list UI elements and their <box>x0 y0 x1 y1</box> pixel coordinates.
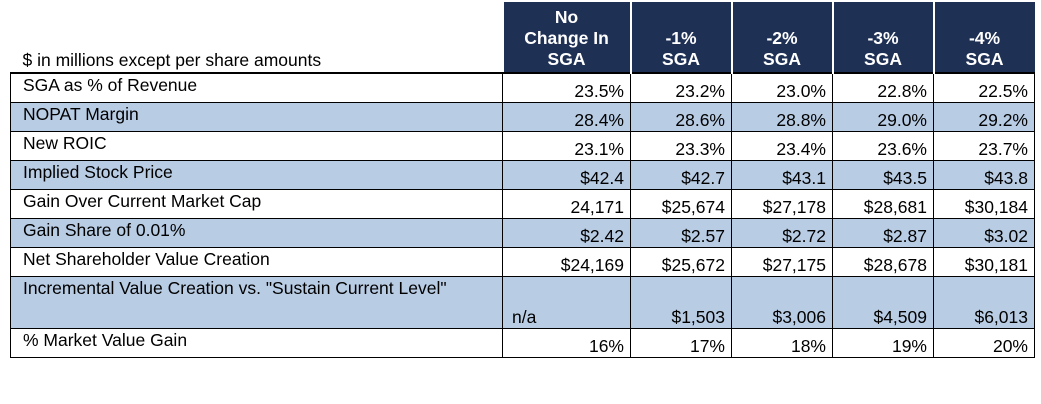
table-cell: $25,672 <box>630 246 732 277</box>
column-header-line: -4% <box>968 28 1001 48</box>
table-cell: $2.57 <box>630 217 732 248</box>
table-cell: $27,178 <box>731 188 833 219</box>
table-cell: $3,006 <box>731 275 833 329</box>
row-label: % Market Value Gain <box>10 327 503 358</box>
row-label: Gain Share of 0.01% <box>10 217 503 248</box>
table-row: Net Shareholder Value Creation $24,169 $… <box>10 246 1035 277</box>
table-row: Implied Stock Price $42.4 $42.7 $43.1 $4… <box>10 159 1035 190</box>
table-row: Gain Share of 0.01% $2.42 $2.57 $2.72 $2… <box>10 217 1035 248</box>
table-cell: $30,184 <box>933 188 1035 219</box>
table-caption: $ in millions except per share amounts <box>10 2 503 74</box>
table-cell: 28.4% <box>502 101 631 132</box>
table-cell: 22.5% <box>933 72 1035 103</box>
table-cell: 18% <box>731 327 833 358</box>
table-cell: n/a <box>502 275 631 329</box>
table-cell: $2.87 <box>832 217 934 248</box>
table-cell: $28,681 <box>832 188 934 219</box>
table-cell: $24,169 <box>502 246 631 277</box>
table-cell: 19% <box>832 327 934 358</box>
column-header-line: SGA <box>965 49 1004 69</box>
table-cell: $25,674 <box>630 188 732 219</box>
table-cell: 23.0% <box>731 72 833 103</box>
column-header-line: -1% <box>665 28 697 48</box>
table-cell: 28.6% <box>630 101 732 132</box>
table-row: New ROIC 23.1% 23.3% 23.4% 23.6% 23.7% <box>10 130 1035 161</box>
column-header-no-change: No Change In SGA <box>501 2 631 73</box>
table-cell: 17% <box>630 327 732 358</box>
row-label: New ROIC <box>10 130 503 161</box>
table-cell: $6,013 <box>933 275 1035 329</box>
table-cell: 23.5% <box>502 72 631 103</box>
table-cell: 23.6% <box>832 130 934 161</box>
sga-scenario-table: $ in millions except per share amounts N… <box>10 2 1035 358</box>
table-cell: 23.4% <box>731 130 833 161</box>
table-cell: $27,175 <box>731 246 833 277</box>
row-label: Implied Stock Price <box>10 159 503 190</box>
column-header-line: Change In <box>524 28 609 48</box>
table-cell: $4,509 <box>832 275 934 329</box>
column-header-minus-4: -4% SGA <box>932 2 1035 73</box>
table-cell: 22.8% <box>832 72 934 103</box>
table-cell: 16% <box>502 327 631 358</box>
table-row: SGA as % of Revenue 23.5% 23.2% 23.0% 22… <box>10 72 1035 103</box>
table-row: NOPAT Margin 28.4% 28.6% 28.8% 29.0% 29.… <box>10 101 1035 132</box>
column-header-minus-3: -3% SGA <box>831 2 934 73</box>
column-header-line: -2% <box>766 28 798 48</box>
table-cell: 28.8% <box>731 101 833 132</box>
column-header-line: No <box>554 7 579 27</box>
table-cell: $1,503 <box>630 275 732 329</box>
table-cell: 29.2% <box>933 101 1035 132</box>
table-cell: 23.3% <box>630 130 732 161</box>
table-cell: $28,678 <box>832 246 934 277</box>
column-header-line: SGA <box>864 49 902 69</box>
table-cell: $43.5 <box>832 159 934 190</box>
column-header-line: SGA <box>547 49 586 69</box>
column-header-minus-2: -2% SGA <box>730 2 833 73</box>
table-cell: 23.2% <box>630 72 732 103</box>
column-header-line: SGA <box>662 49 700 69</box>
row-label: Incremental Value Creation vs. "Sustain … <box>10 275 503 329</box>
table-cell: 24,171 <box>502 188 631 219</box>
table-cell: $43.8 <box>933 159 1035 190</box>
table-cell: $3.02 <box>933 217 1035 248</box>
table-cell: $2.72 <box>731 217 833 248</box>
table-row: Incremental Value Creation vs. "Sustain … <box>10 275 1035 329</box>
table-cell: 29.0% <box>832 101 934 132</box>
row-label: SGA as % of Revenue <box>10 72 503 103</box>
table-row: Gain Over Current Market Cap 24,171 $25,… <box>10 188 1035 219</box>
column-header-minus-1: -1% SGA <box>629 2 732 73</box>
row-label: Net Shareholder Value Creation <box>10 246 503 277</box>
row-label: NOPAT Margin <box>10 101 503 132</box>
column-header-line: SGA <box>763 49 801 69</box>
table-cell: $30,181 <box>933 246 1035 277</box>
row-label: Gain Over Current Market Cap <box>10 188 503 219</box>
table-cell: $42.4 <box>502 159 631 190</box>
table-cell: $43.1 <box>731 159 833 190</box>
column-header-line: -3% <box>867 28 899 48</box>
table-cell: $2.42 <box>502 217 631 248</box>
table-cell: 23.1% <box>502 130 631 161</box>
table-cell: $42.7 <box>630 159 732 190</box>
table-row: % Market Value Gain 16% 17% 18% 19% 20% <box>10 327 1035 358</box>
table-cell: 23.7% <box>933 130 1035 161</box>
table-cell: 20% <box>933 327 1035 358</box>
header-row: $ in millions except per share amounts N… <box>10 2 1035 74</box>
